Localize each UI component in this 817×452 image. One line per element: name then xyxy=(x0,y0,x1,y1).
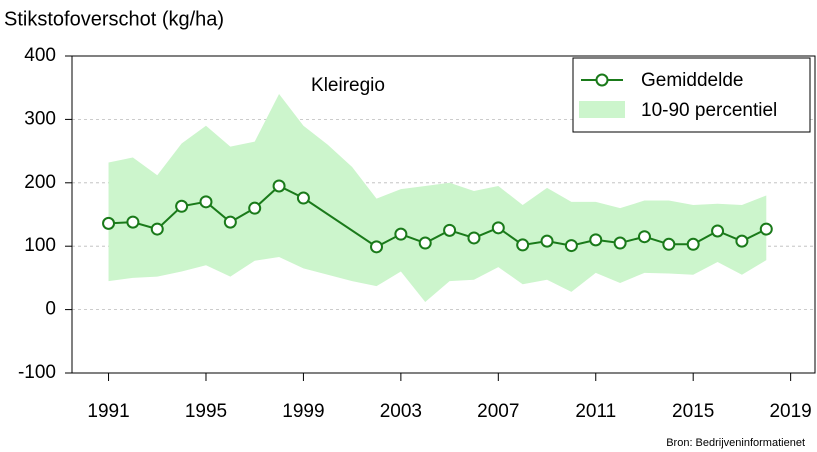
x-tick-label: 1999 xyxy=(282,401,324,422)
legend-box xyxy=(572,57,811,133)
x-tick-label: 2019 xyxy=(769,401,811,422)
x-tick-label: 2003 xyxy=(380,401,422,422)
marker xyxy=(248,201,262,215)
marker xyxy=(540,234,554,248)
marker xyxy=(759,222,773,236)
x-tick-label: 1991 xyxy=(87,401,129,422)
y-axis-label: Stikstofoverschot (kg/ha) xyxy=(4,8,224,30)
marker xyxy=(199,195,213,209)
legend-label: Gemiddelde xyxy=(641,70,743,91)
y-tick-label: 200 xyxy=(24,172,56,193)
legend-swatch xyxy=(595,73,609,87)
y-tick-label: 0 xyxy=(45,299,56,320)
marker xyxy=(735,234,749,248)
x-tick-label: 2007 xyxy=(477,401,519,422)
marker xyxy=(272,179,286,193)
plot-frame xyxy=(71,55,816,374)
marker xyxy=(589,233,603,247)
legend-swatch xyxy=(579,101,625,118)
source: Bron: Bedrijveninformatienet xyxy=(666,437,805,449)
y-tick-label: 100 xyxy=(24,235,56,256)
marker xyxy=(175,199,189,213)
marker xyxy=(223,215,237,229)
band xyxy=(108,94,767,302)
marker xyxy=(126,215,140,229)
x-tick-label: 2015 xyxy=(672,401,714,422)
annotation: Kleiregio xyxy=(311,75,385,96)
x-tick-label: 1995 xyxy=(185,401,227,422)
marker xyxy=(662,237,676,251)
y-tick-label: -100 xyxy=(18,362,56,383)
y-tick-label: 300 xyxy=(24,108,56,129)
marker xyxy=(296,191,310,205)
marker xyxy=(394,227,408,241)
marker xyxy=(686,237,700,251)
marker xyxy=(564,239,578,253)
marker xyxy=(711,224,725,238)
marker xyxy=(418,236,432,250)
marker xyxy=(516,238,530,252)
x-tick-label: 2011 xyxy=(575,401,616,422)
legend-label: 10-90 percentiel xyxy=(641,100,777,121)
marker xyxy=(102,216,116,230)
marker xyxy=(613,236,627,250)
marker xyxy=(150,222,164,236)
marker xyxy=(491,221,505,235)
marker xyxy=(443,223,457,237)
marker xyxy=(637,230,651,244)
marker xyxy=(370,240,384,254)
marker xyxy=(467,231,481,245)
y-tick-label: 400 xyxy=(24,45,56,66)
